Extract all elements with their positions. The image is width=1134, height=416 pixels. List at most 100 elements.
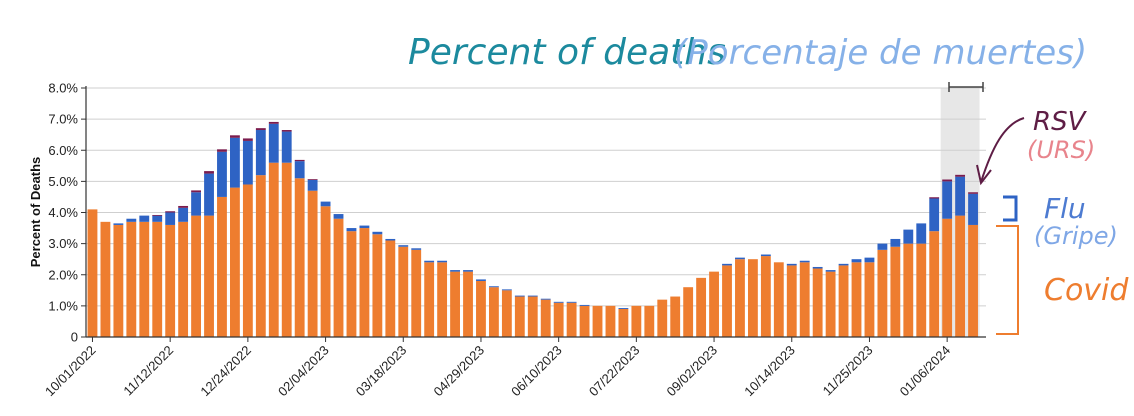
bar-flu [230, 137, 240, 188]
bar-flu [514, 295, 525, 297]
bar-covid [644, 305, 655, 337]
bar-covid [424, 262, 435, 337]
bar-flu [566, 301, 577, 303]
bar-covid [877, 249, 888, 337]
bar-flu [799, 260, 810, 263]
bar-covid [307, 190, 318, 337]
bar-flu [851, 259, 862, 263]
bar-covid [786, 265, 797, 337]
y-tick-label: 4.0% [48, 205, 78, 220]
y-tick-label: 1.0% [48, 298, 78, 313]
x-tick-label: 09/02/2023 [664, 343, 721, 400]
x-tick-label: 06/10/2023 [508, 343, 565, 400]
bracket-top [948, 82, 984, 92]
bar-covid [372, 234, 383, 337]
bar-covid [165, 224, 176, 337]
bar-flu [113, 223, 124, 225]
bar-flu [281, 131, 292, 163]
bar-flu [359, 225, 370, 229]
bar-covid [592, 305, 603, 337]
annotation-flu: Flu [1044, 192, 1086, 225]
bar-rsv [191, 190, 201, 193]
bar-rsv [268, 121, 279, 124]
bar-covid [255, 175, 266, 337]
bar-flu [191, 192, 201, 216]
bar-flu [618, 308, 629, 309]
bar-flu [812, 266, 823, 269]
bar-flu [178, 207, 189, 222]
bar-covid [217, 196, 227, 337]
rsv-arrow [976, 117, 1025, 186]
bar-covid [968, 224, 978, 337]
x-tick-label: 12/24/2022 [197, 343, 254, 400]
annotation-rsv-es: (URS) [1027, 136, 1095, 164]
bar-flu [877, 243, 888, 250]
bar-covid [722, 265, 732, 337]
annotation-covid: Covid [1044, 273, 1129, 308]
y-tick-label: 7.0% [48, 112, 78, 127]
x-tick-label: 03/18/2023 [353, 343, 410, 400]
bar-flu [527, 295, 538, 297]
bar-flu [825, 270, 836, 272]
bar-rsv [165, 211, 176, 213]
x-tick-label: 04/29/2023 [430, 343, 487, 400]
bar-rsv [929, 197, 940, 199]
x-tick-labels: 10/01/2022 11/12/2022 12/24/2022 02/04/2023… [42, 337, 953, 399]
bar-covid [696, 277, 707, 337]
bar-flu [916, 223, 927, 244]
bar-covid [540, 299, 551, 337]
bar-rsv [178, 205, 189, 208]
bar-flu [903, 229, 914, 244]
bar-covid [333, 218, 344, 337]
bar-rsv [242, 138, 253, 141]
annotation-rsv: RSV [1033, 107, 1088, 137]
bar-flu [320, 201, 331, 207]
bar-flu [579, 304, 590, 306]
bar-flu [255, 130, 266, 176]
bar-flu [307, 179, 318, 191]
bar-covid [204, 215, 214, 337]
bar-flu [955, 176, 966, 216]
bar-flu [411, 248, 422, 250]
bar-flu [126, 218, 137, 222]
bar-rsv [968, 192, 978, 194]
bar-flu [488, 286, 499, 288]
bar-rsv [217, 149, 227, 152]
bar-covid [812, 268, 823, 337]
bar-covid [501, 290, 512, 337]
bar-covid [320, 206, 331, 337]
y-tick-label: 5.0% [48, 174, 78, 189]
annotation-flu-es: (Gripe) [1034, 222, 1118, 250]
bar-covid [955, 215, 966, 337]
bars [87, 121, 978, 337]
bar-rsv [955, 174, 966, 177]
bar-rsv [152, 214, 163, 216]
covid-bracket [996, 225, 1019, 335]
bar-covid [294, 178, 305, 337]
axes [85, 86, 986, 338]
bar-covid [346, 231, 357, 337]
y-tick-label: 8.0% [48, 81, 78, 96]
x-tick-label: 11/25/2023 [820, 343, 876, 399]
bar-flu [437, 260, 448, 263]
bar-covid [890, 246, 901, 337]
x-tick-label: 10/14/2023 [741, 343, 798, 400]
bar-covid [139, 221, 150, 337]
bar-covid [553, 302, 564, 337]
bar-covid [527, 296, 538, 337]
bar-flu [722, 263, 732, 266]
bar-covid [359, 228, 370, 337]
bar-covid [838, 265, 849, 337]
bar-rsv [942, 179, 953, 182]
bar-covid [579, 305, 590, 337]
bar-covid [113, 224, 124, 337]
bar-covid [773, 262, 784, 337]
x-tick-label: 07/22/2023 [586, 343, 643, 400]
bar-covid [385, 240, 396, 337]
bar-rsv [294, 159, 305, 162]
bar-covid [618, 308, 629, 337]
bar-covid [709, 271, 719, 337]
x-tick-label: 11/12/2022 [120, 343, 176, 399]
x-tick-label: 01/06/2024 [897, 343, 954, 400]
